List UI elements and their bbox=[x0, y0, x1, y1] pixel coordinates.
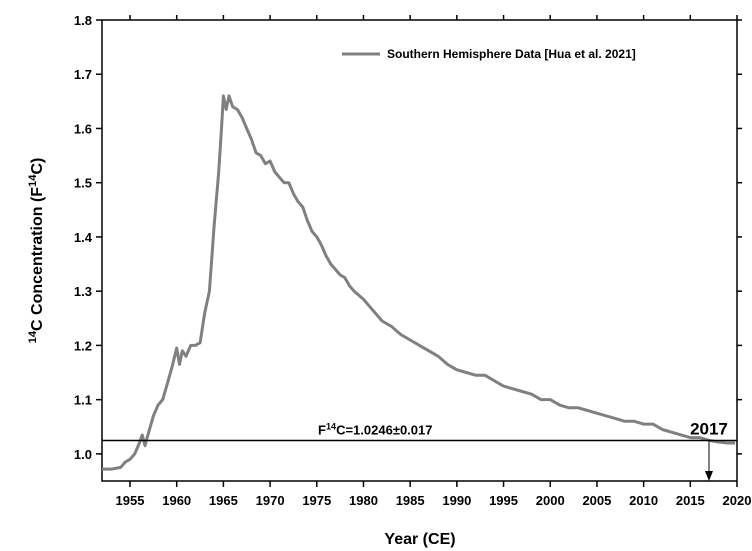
x-tick-label: 2015 bbox=[676, 493, 705, 508]
y-axis-label-part: C) bbox=[29, 158, 46, 175]
reference-label: F14C=1.0246±0.017 bbox=[318, 422, 433, 438]
y-tick-label: 1.6 bbox=[74, 121, 92, 136]
reference-label-part: C=1.0246±0.017 bbox=[336, 423, 432, 438]
x-tick-label: 1990 bbox=[442, 493, 471, 508]
y-tick-label: 1.0 bbox=[74, 447, 92, 462]
arrow-head bbox=[704, 471, 713, 481]
x-axis-label: Year (CE) bbox=[384, 531, 455, 548]
x-tick-label: 2020 bbox=[723, 493, 752, 508]
x-tick-label: 1970 bbox=[256, 493, 285, 508]
legend-label: Southern Hemisphere Data [Hua et al. 202… bbox=[387, 47, 636, 61]
y-tick-label: 1.5 bbox=[74, 176, 92, 191]
reference-label-part: F bbox=[318, 423, 326, 438]
x-tick-label: 1960 bbox=[162, 493, 191, 508]
y-axis-label-part: 14 bbox=[27, 330, 39, 343]
x-tick-label: 1995 bbox=[489, 493, 518, 508]
x-tick-label: 1955 bbox=[116, 493, 145, 508]
y-tick-label: 1.7 bbox=[74, 67, 92, 82]
x-tick-label: 2005 bbox=[582, 493, 611, 508]
arrow-label: 2017 bbox=[690, 420, 728, 439]
x-tick-label: 2000 bbox=[536, 493, 565, 508]
x-tick-label: 1975 bbox=[302, 493, 331, 508]
data-line bbox=[102, 94, 736, 471]
reference-label-part: 14 bbox=[326, 422, 337, 432]
y-axis-label-part: 14 bbox=[27, 174, 39, 187]
x-tick-label: 2010 bbox=[629, 493, 658, 508]
y-tick-label: 1.4 bbox=[74, 230, 93, 245]
y-tick-label: 1.3 bbox=[74, 284, 92, 299]
y-axis-label: 14C Concentration (F14C) bbox=[27, 158, 46, 344]
y-axis-label-part: C Concentration (F bbox=[29, 187, 46, 331]
x-tick-label: 1985 bbox=[396, 493, 425, 508]
y-tick-label: 1.2 bbox=[74, 338, 92, 353]
y-tick-label: 1.1 bbox=[74, 393, 92, 408]
plot-frame bbox=[101, 19, 738, 482]
y-tick-label: 1.8 bbox=[74, 13, 92, 28]
x-tick-label: 1965 bbox=[209, 493, 238, 508]
x-tick-label: 1980 bbox=[349, 493, 378, 508]
